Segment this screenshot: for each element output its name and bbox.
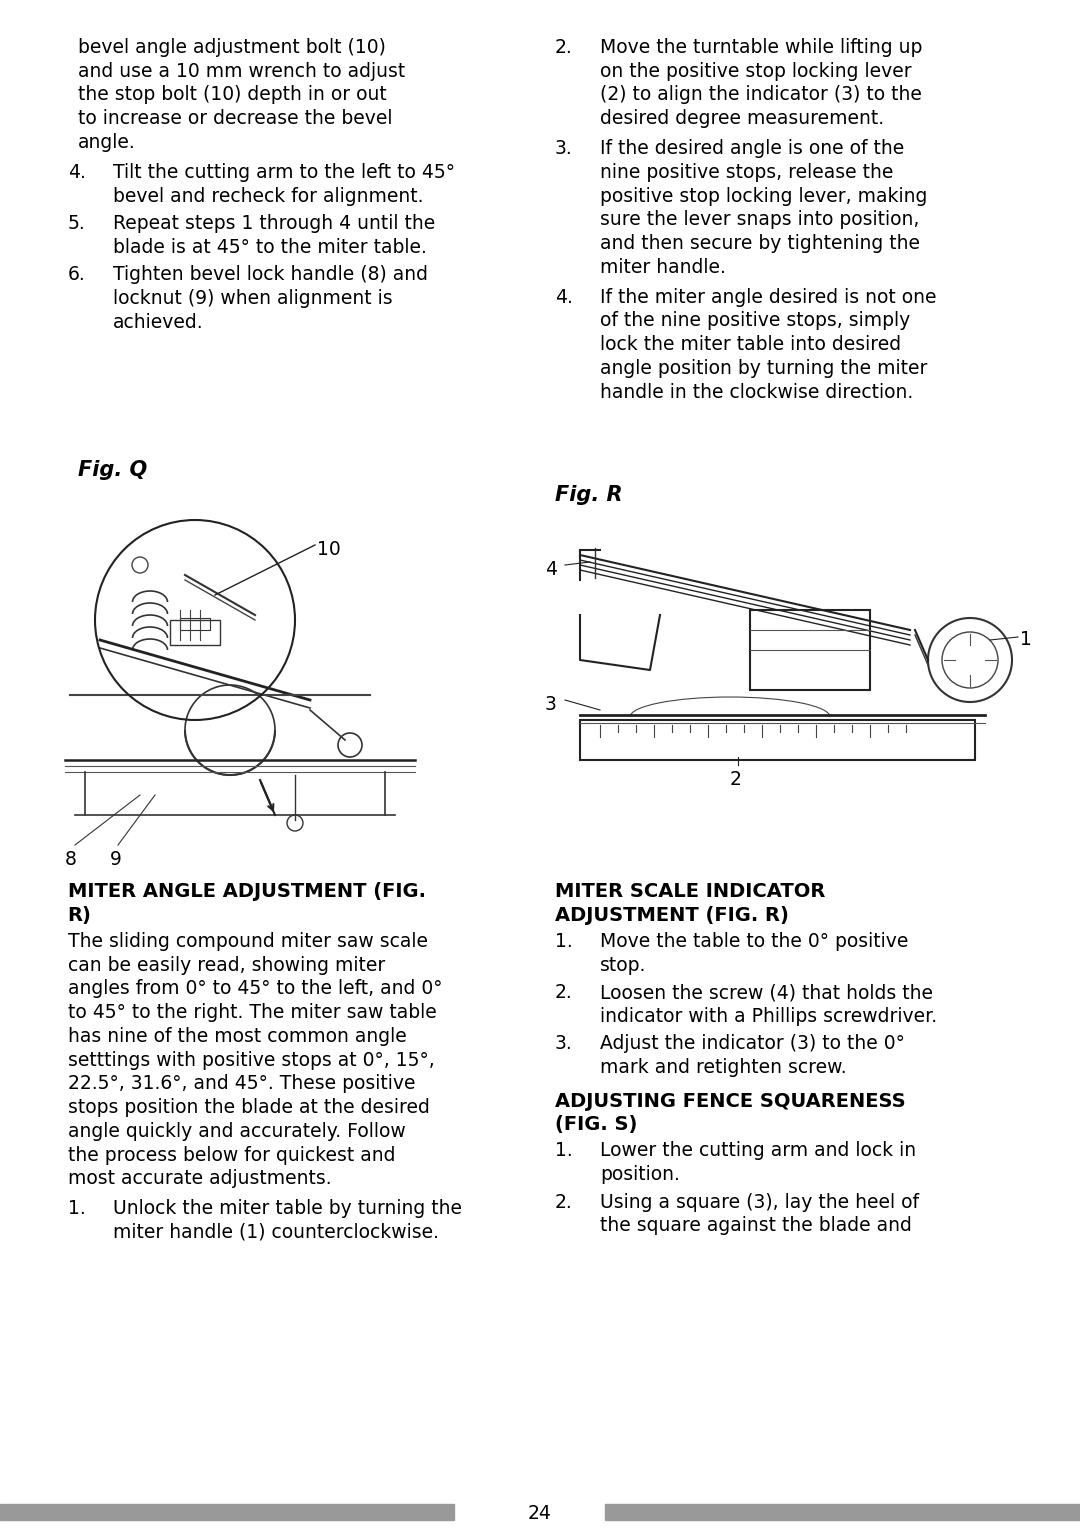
Text: 4.: 4. xyxy=(555,288,572,306)
Text: 4: 4 xyxy=(545,561,557,579)
Text: angle quickly and accurately. Follow: angle quickly and accurately. Follow xyxy=(68,1121,405,1141)
Text: If the miter angle desired is not one: If the miter angle desired is not one xyxy=(600,288,936,306)
Text: stop.: stop. xyxy=(600,956,646,974)
Text: Move the table to the 0° positive: Move the table to the 0° positive xyxy=(600,931,908,951)
Text: Repeat steps 1 through 4 until the: Repeat steps 1 through 4 until the xyxy=(112,214,435,233)
Text: 2.: 2. xyxy=(555,38,572,57)
Text: Fig. Q: Fig. Q xyxy=(78,460,147,480)
Text: bevel and recheck for alignment.: bevel and recheck for alignment. xyxy=(112,187,423,205)
Text: position.: position. xyxy=(600,1166,680,1184)
Text: nine positive stops, release the: nine positive stops, release the xyxy=(600,162,893,182)
Text: 1.: 1. xyxy=(68,1200,85,1218)
Text: on the positive stop locking lever: on the positive stop locking lever xyxy=(600,61,912,81)
Text: R): R) xyxy=(68,905,92,925)
Bar xyxy=(605,1504,1080,1520)
Text: and use a 10 mm wrench to adjust: and use a 10 mm wrench to adjust xyxy=(78,61,405,81)
Text: 3.: 3. xyxy=(555,139,572,158)
Text: 2.: 2. xyxy=(555,1192,572,1212)
Text: ADJUSTING FENCE SQUARENESS: ADJUSTING FENCE SQUARENESS xyxy=(555,1091,906,1111)
Text: the square against the blade and: the square against the blade and xyxy=(600,1216,912,1235)
Text: bevel angle adjustment bolt (10): bevel angle adjustment bolt (10) xyxy=(78,38,386,57)
Text: Loosen the screw (4) that holds the: Loosen the screw (4) that holds the xyxy=(600,984,933,1002)
Text: sure the lever snaps into position,: sure the lever snaps into position, xyxy=(600,210,919,230)
Text: stops position the blade at the desired: stops position the blade at the desired xyxy=(68,1098,430,1117)
Text: MITER SCALE INDICATOR: MITER SCALE INDICATOR xyxy=(555,882,825,901)
Text: desired degree measurement.: desired degree measurement. xyxy=(600,109,885,129)
Text: setttings with positive stops at 0°, 15°,: setttings with positive stops at 0°, 15°… xyxy=(68,1051,434,1069)
Text: Tilt the cutting arm to the left to 45°: Tilt the cutting arm to the left to 45° xyxy=(112,162,455,182)
Text: lock the miter table into desired: lock the miter table into desired xyxy=(600,336,901,354)
Text: Tighten bevel lock handle (8) and: Tighten bevel lock handle (8) and xyxy=(112,265,428,285)
Text: Unlock the miter table by turning the: Unlock the miter table by turning the xyxy=(112,1200,461,1218)
Text: indicator with a Phillips screwdriver.: indicator with a Phillips screwdriver. xyxy=(600,1007,937,1026)
Text: 3.: 3. xyxy=(555,1034,572,1052)
Text: 22.5°, 31.6°, and 45°. These positive: 22.5°, 31.6°, and 45°. These positive xyxy=(68,1074,415,1094)
Text: (FIG. S): (FIG. S) xyxy=(555,1115,637,1134)
Text: Lower the cutting arm and lock in: Lower the cutting arm and lock in xyxy=(600,1141,916,1160)
Text: can be easily read, showing miter: can be easily read, showing miter xyxy=(68,956,384,974)
Text: blade is at 45° to the miter table.: blade is at 45° to the miter table. xyxy=(112,237,427,257)
Bar xyxy=(170,620,220,645)
Text: 8: 8 xyxy=(65,850,77,869)
Text: 1.: 1. xyxy=(555,1141,572,1160)
Text: mark and retighten screw.: mark and retighten screw. xyxy=(600,1059,847,1077)
Text: angle position by turning the miter: angle position by turning the miter xyxy=(600,358,928,378)
Text: has nine of the most common angle: has nine of the most common angle xyxy=(68,1026,406,1046)
Text: 1.: 1. xyxy=(555,931,572,951)
Text: 2: 2 xyxy=(730,771,742,789)
Text: ADJUSTMENT (FIG. R): ADJUSTMENT (FIG. R) xyxy=(555,905,788,925)
Text: MITER ANGLE ADJUSTMENT (FIG.: MITER ANGLE ADJUSTMENT (FIG. xyxy=(68,882,426,901)
Text: Using a square (3), lay the heel of: Using a square (3), lay the heel of xyxy=(600,1192,919,1212)
Text: to increase or decrease the bevel: to increase or decrease the bevel xyxy=(78,109,392,129)
Text: 4.: 4. xyxy=(68,162,85,182)
Text: 3: 3 xyxy=(545,696,557,714)
Text: Fig. R: Fig. R xyxy=(555,486,623,506)
Text: angle.: angle. xyxy=(78,133,135,152)
Text: to 45° to the right. The miter saw table: to 45° to the right. The miter saw table xyxy=(68,1003,436,1022)
Text: Adjust the indicator (3) to the 0°: Adjust the indicator (3) to the 0° xyxy=(600,1034,905,1052)
Text: 6.: 6. xyxy=(68,265,85,285)
Text: achieved.: achieved. xyxy=(112,313,203,332)
Text: the process below for quickest and: the process below for quickest and xyxy=(68,1146,395,1164)
Text: Move the turntable while lifting up: Move the turntable while lifting up xyxy=(600,38,922,57)
Text: (2) to align the indicator (3) to the: (2) to align the indicator (3) to the xyxy=(600,86,922,104)
Text: positive stop locking lever, making: positive stop locking lever, making xyxy=(600,187,928,205)
Bar xyxy=(0,1504,454,1520)
Text: If the desired angle is one of the: If the desired angle is one of the xyxy=(600,139,904,158)
Text: the stop bolt (10) depth in or out: the stop bolt (10) depth in or out xyxy=(78,86,387,104)
Text: 24: 24 xyxy=(528,1504,552,1523)
Text: 1: 1 xyxy=(1020,630,1031,650)
Text: miter handle (1) counterclockwise.: miter handle (1) counterclockwise. xyxy=(112,1223,438,1242)
Text: handle in the clockwise direction.: handle in the clockwise direction. xyxy=(600,383,914,401)
Bar xyxy=(180,617,210,630)
Text: 5.: 5. xyxy=(68,214,85,233)
Text: The sliding compound miter saw scale: The sliding compound miter saw scale xyxy=(68,931,428,951)
Text: 9: 9 xyxy=(110,850,122,869)
Bar xyxy=(750,610,870,689)
Text: 10: 10 xyxy=(318,539,341,559)
Text: miter handle.: miter handle. xyxy=(600,257,726,277)
Text: 2.: 2. xyxy=(555,984,572,1002)
Text: locknut (9) when alignment is: locknut (9) when alignment is xyxy=(112,290,392,308)
Text: angles from 0° to 45° to the left, and 0°: angles from 0° to 45° to the left, and 0… xyxy=(68,979,442,999)
Bar xyxy=(580,720,975,760)
Text: most accurate adjustments.: most accurate adjustments. xyxy=(68,1169,332,1189)
Text: and then secure by tightening the: and then secure by tightening the xyxy=(600,234,920,253)
Text: of the nine positive stops, simply: of the nine positive stops, simply xyxy=(600,311,910,331)
